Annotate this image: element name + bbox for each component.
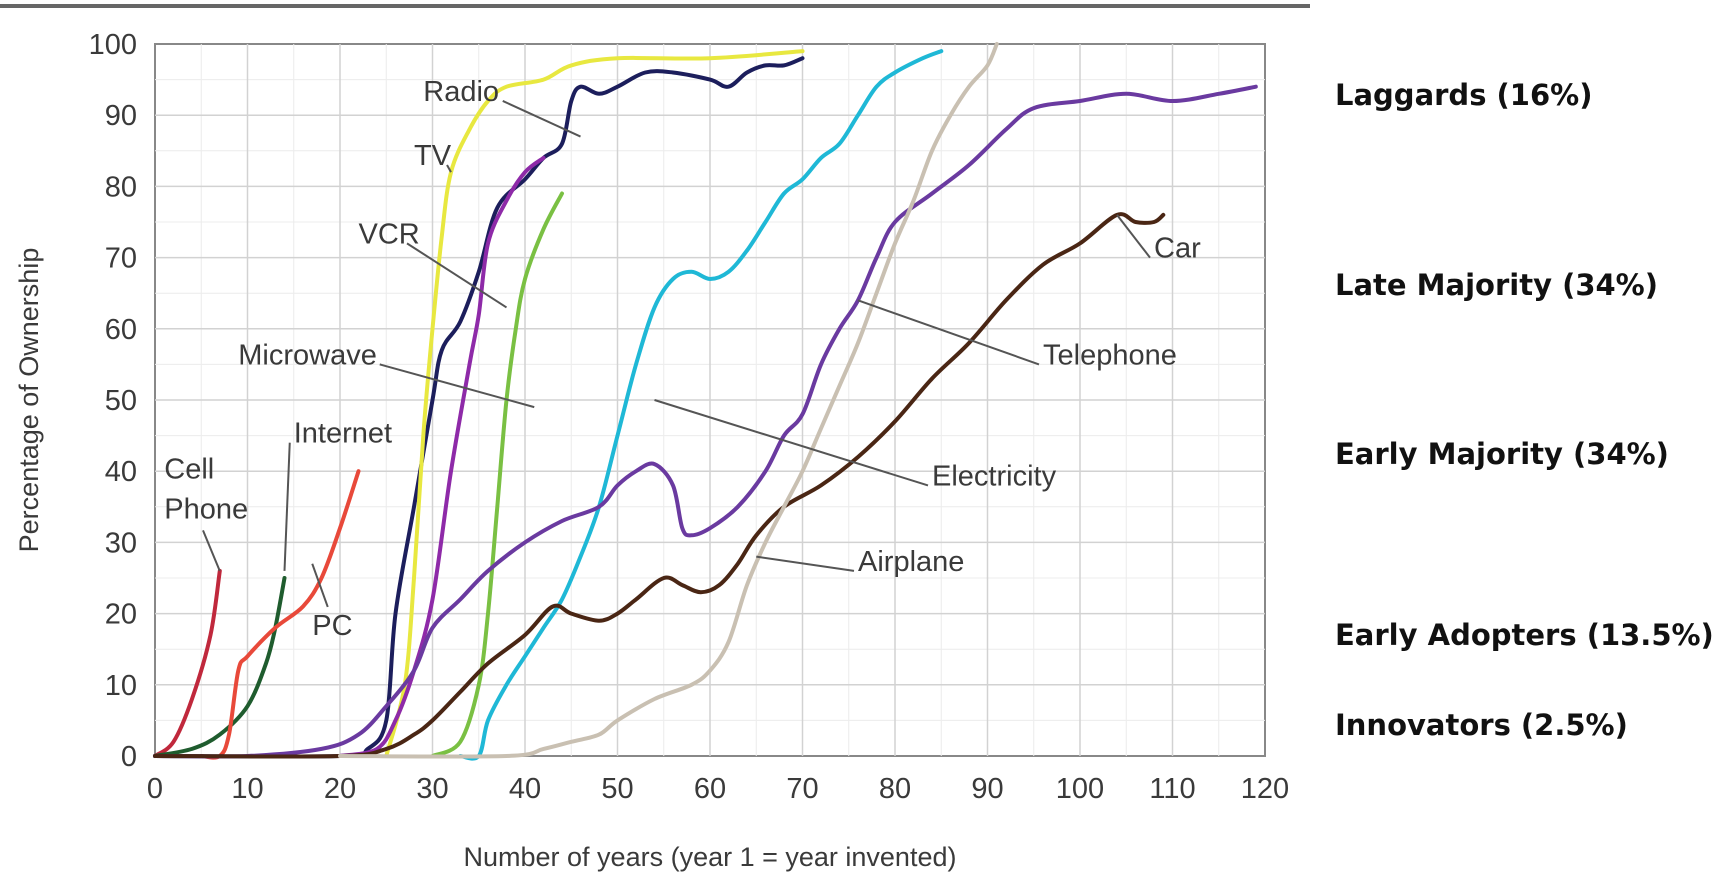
annotation-line: Airplane (858, 546, 964, 578)
leader-line-car (1116, 214, 1151, 259)
annotation-line: Phone (164, 493, 248, 525)
leader-line-airplane (756, 555, 855, 572)
annotation-line: Internet (294, 418, 392, 450)
leader-line-electricity (654, 399, 929, 487)
leader-line-cell-phone (202, 529, 221, 572)
y-axis-title: Percentage of Ownership (14, 248, 44, 553)
segment-label-innovators: Innovators (2.5%) (1335, 708, 1628, 742)
annotation-line: Cell (164, 453, 214, 485)
annotation-line: Car (1154, 233, 1201, 265)
annotation-line: Telephone (1043, 339, 1177, 371)
x-tick-label: 40 (509, 773, 541, 805)
leader-line-radio (502, 100, 581, 138)
y-tick-label: 10 (105, 670, 137, 702)
segment-label-laggards: Laggards (16%) (1335, 78, 1593, 112)
annotation-microwave: Microwave (238, 339, 377, 371)
leader-line-telephone (857, 299, 1040, 366)
y-tick-label: 20 (105, 599, 137, 631)
series-line-vcr (430, 191, 564, 758)
series-line-microwave (338, 155, 546, 758)
x-tick-label: 30 (416, 773, 448, 805)
x-tick-label: 0 (147, 773, 163, 805)
leader-line-vcr (406, 242, 508, 309)
series-layer (153, 42, 1258, 761)
series-line-electricity (458, 49, 944, 761)
y-tick-label: 50 (105, 385, 137, 417)
adoption-chart: Radio TV VCR Microwave Internet Cell Phone PC Te… (0, 4, 1310, 872)
annotation-pc: PC (312, 610, 352, 642)
annotation-line: VCR (359, 218, 420, 250)
annotation-airplane: Airplane (858, 546, 964, 578)
series-line-tv (384, 49, 805, 758)
annotation-line: Microwave (238, 339, 377, 371)
annotation-telephone: Telephone (1043, 339, 1177, 371)
series-line-car (153, 212, 1166, 759)
annotation-tv: TV (414, 140, 452, 172)
x-tick-label: 100 (1056, 773, 1104, 805)
x-axis-title: Number of years (year 1 = year invented) (464, 842, 957, 872)
segment-label-late-majority: Late Majority (34%) (1335, 268, 1658, 302)
x-tick-label: 80 (879, 773, 911, 805)
annotation-car: Car (1154, 233, 1201, 265)
annotation-line: PC (312, 610, 352, 642)
major-gridlines (155, 44, 1265, 756)
segment-label-early-adopters: Early Adopters (13.5%) (1335, 618, 1714, 652)
leader-line-pc (311, 563, 329, 608)
annotation-radio: Radio (423, 76, 499, 108)
annotation-electricity: Electricity (932, 460, 1057, 492)
y-tick-label: 30 (105, 527, 137, 559)
x-tick-label: 10 (231, 773, 263, 805)
y-tick-label: 100 (89, 29, 137, 61)
x-tick-labels: 0 10 20 30 40 50 60 70 80 90 100 110 120 (147, 773, 1289, 805)
annotation-internet: Internet (294, 418, 392, 450)
y-tick-label: 60 (105, 314, 137, 346)
x-tick-label: 50 (601, 773, 633, 805)
series-line-pc (199, 469, 361, 760)
y-tick-labels: 0 10 20 30 40 50 60 70 80 90 100 (89, 29, 137, 773)
y-tick-label: 40 (105, 456, 137, 488)
y-tick-label: 90 (105, 100, 137, 132)
y-tick-label: 0 (121, 741, 137, 773)
annotation-line: TV (414, 140, 452, 172)
leader-line-microwave (379, 363, 535, 409)
y-tick-label: 70 (105, 243, 137, 275)
x-tick-label: 60 (694, 773, 726, 805)
series-line-telephone (153, 84, 1258, 759)
series-line-cell-phone (153, 568, 222, 758)
x-tick-label: 120 (1241, 773, 1289, 805)
y-tick-label: 80 (105, 171, 137, 203)
annotation-cell-phone: Cell Phone (164, 453, 248, 525)
segment-label-early-majority: Early Majority (34%) (1335, 437, 1669, 471)
leader-line-tv (446, 164, 452, 173)
annotation-layer: Radio TV VCR Microwave Internet Cell Phone PC Te… (164, 76, 1201, 642)
leader-line-internet (283, 442, 291, 571)
annotation-vcr: VCR (359, 218, 420, 250)
series-line-airplane (338, 42, 999, 759)
x-tick-label: 20 (324, 773, 356, 805)
x-tick-label: 90 (971, 773, 1003, 805)
annotation-line: Electricity (932, 460, 1057, 492)
x-tick-label: 70 (786, 773, 818, 805)
x-tick-label: 110 (1149, 773, 1195, 805)
annotation-line: Radio (423, 76, 499, 108)
